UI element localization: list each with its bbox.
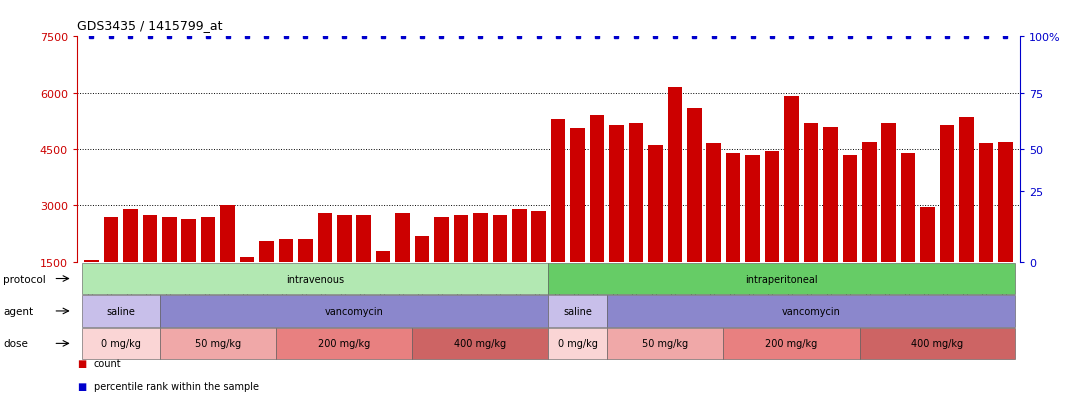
Text: vancomycin: vancomycin bbox=[782, 306, 841, 316]
Bar bbox=[84, 260, 98, 262]
Text: 50 mg/kg: 50 mg/kg bbox=[194, 339, 241, 349]
Bar bbox=[201, 217, 216, 262]
Text: 0 mg/kg: 0 mg/kg bbox=[557, 339, 597, 349]
Bar bbox=[668, 88, 682, 262]
Text: 200 mg/kg: 200 mg/kg bbox=[318, 339, 371, 349]
Bar bbox=[142, 215, 157, 262]
Bar bbox=[706, 144, 721, 262]
Bar bbox=[337, 215, 351, 262]
Bar bbox=[357, 215, 371, 262]
Text: intraperitoneal: intraperitoneal bbox=[745, 274, 818, 284]
Text: ■: ■ bbox=[77, 381, 87, 391]
Bar bbox=[414, 236, 429, 262]
Bar bbox=[570, 129, 585, 262]
Bar bbox=[376, 251, 391, 262]
Bar bbox=[999, 142, 1012, 262]
Bar bbox=[959, 118, 974, 262]
Bar bbox=[900, 154, 915, 262]
Bar bbox=[492, 215, 507, 262]
Text: percentile rank within the sample: percentile rank within the sample bbox=[94, 381, 258, 391]
Bar bbox=[978, 144, 993, 262]
Bar bbox=[551, 120, 565, 262]
Text: saline: saline bbox=[106, 306, 135, 316]
Text: count: count bbox=[94, 358, 122, 368]
Bar bbox=[726, 154, 740, 262]
Text: vancomycin: vancomycin bbox=[325, 306, 383, 316]
Text: dose: dose bbox=[3, 339, 28, 349]
Bar bbox=[473, 214, 488, 262]
Bar bbox=[784, 97, 799, 262]
Bar bbox=[220, 205, 235, 262]
Bar bbox=[435, 217, 449, 262]
Bar bbox=[629, 123, 643, 262]
Bar bbox=[940, 125, 955, 262]
Bar bbox=[182, 219, 197, 262]
Text: 0 mg/kg: 0 mg/kg bbox=[100, 339, 141, 349]
Bar bbox=[512, 210, 527, 262]
Bar bbox=[745, 155, 759, 262]
Bar bbox=[648, 146, 662, 262]
Bar bbox=[862, 142, 877, 262]
Bar bbox=[803, 123, 818, 262]
Bar bbox=[454, 215, 468, 262]
Bar bbox=[317, 214, 332, 262]
Text: 400 mg/kg: 400 mg/kg bbox=[454, 339, 506, 349]
Bar bbox=[298, 240, 313, 262]
Bar bbox=[765, 152, 780, 262]
Text: intravenous: intravenous bbox=[286, 274, 344, 284]
Bar bbox=[104, 217, 119, 262]
Bar bbox=[279, 240, 294, 262]
Bar bbox=[823, 127, 837, 262]
Bar bbox=[162, 217, 176, 262]
Bar bbox=[123, 210, 138, 262]
Bar bbox=[609, 125, 624, 262]
Text: 200 mg/kg: 200 mg/kg bbox=[766, 339, 818, 349]
Text: ■: ■ bbox=[77, 358, 87, 368]
Bar bbox=[687, 109, 702, 262]
Text: GDS3435 / 1415799_at: GDS3435 / 1415799_at bbox=[77, 19, 222, 31]
Bar bbox=[921, 208, 934, 262]
Bar bbox=[532, 211, 546, 262]
Text: agent: agent bbox=[3, 306, 33, 316]
Bar bbox=[239, 258, 254, 262]
Text: 50 mg/kg: 50 mg/kg bbox=[642, 339, 688, 349]
Bar bbox=[395, 214, 410, 262]
Text: 400 mg/kg: 400 mg/kg bbox=[911, 339, 963, 349]
Text: protocol: protocol bbox=[3, 274, 46, 284]
Bar bbox=[260, 242, 273, 262]
Bar bbox=[590, 116, 604, 262]
Text: saline: saline bbox=[563, 306, 592, 316]
Bar bbox=[843, 155, 858, 262]
Bar bbox=[881, 123, 896, 262]
